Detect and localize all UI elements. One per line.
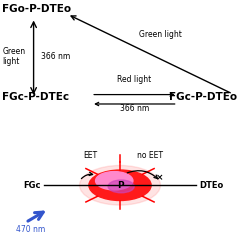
Text: no EET: no EET [137, 151, 163, 160]
Text: P: P [117, 181, 123, 190]
FancyBboxPatch shape [0, 117, 240, 235]
Text: FGc: FGc [23, 181, 41, 190]
Text: Green light: Green light [139, 30, 182, 39]
Circle shape [108, 180, 134, 193]
Text: 366 nm: 366 nm [41, 52, 70, 61]
Text: FGo-P-DTEo: FGo-P-DTEo [2, 4, 72, 14]
Text: FGc-P-DTEc: FGc-P-DTEc [2, 92, 70, 102]
Text: 470 nm: 470 nm [16, 225, 46, 234]
Text: Green
light: Green light [2, 47, 25, 66]
Text: EET: EET [83, 151, 97, 160]
Text: FGc-P-DTEo: FGc-P-DTEo [169, 92, 238, 102]
Circle shape [89, 170, 151, 200]
Text: DTEo: DTEo [199, 181, 224, 190]
Circle shape [80, 165, 160, 205]
Circle shape [96, 172, 133, 190]
Text: ×: × [156, 173, 163, 182]
Text: Red light: Red light [117, 75, 151, 84]
Text: 366 nm: 366 nm [120, 104, 149, 113]
